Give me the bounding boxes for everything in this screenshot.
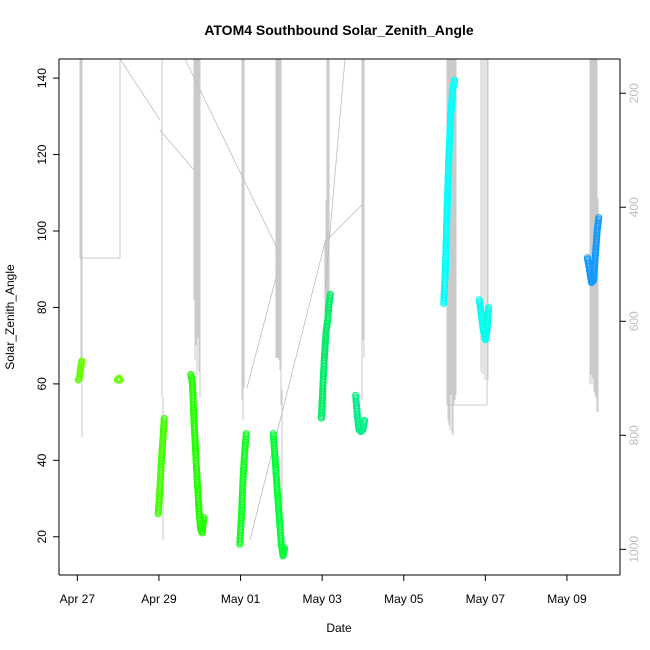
y2-tick-label: 800 [627,425,641,445]
data-point [326,290,334,298]
data-point [361,416,369,424]
x-tick-label: Apr 29 [141,592,177,606]
y-tick-label: 40 [35,453,49,467]
y-tick-label: 20 [35,530,49,544]
data-series [236,430,250,548]
x-tick-label: Apr 27 [60,592,96,606]
data-point [116,376,124,384]
data-series [74,357,86,384]
x-tick-label: May 07 [466,592,506,606]
y-tick-label: 100 [35,221,49,241]
ticks-layer: Apr 27 Apr 29 May 01 May 03 May 05 May 07 May … [35,68,641,606]
data-series [475,296,493,344]
y2-tick-label: 600 [627,311,641,331]
y-tick-label: 140 [35,68,49,88]
axes-layer [58,58,621,576]
data-point [485,303,493,311]
data-point [200,514,208,522]
x-tick-label: May 09 [547,592,587,606]
data-series [187,370,208,537]
data-point [281,544,289,552]
x-tick-label: May 01 [221,592,261,606]
y2-tick-label: 1000 [627,536,641,563]
trace-layer [79,58,599,541]
data-point [451,76,459,84]
x-tick-label: May 03 [302,592,342,606]
data-series [154,414,168,518]
data-series [440,76,459,308]
data-point [242,430,250,438]
x-axis-label: Date [326,621,352,635]
data-series [269,430,289,560]
data-series [317,290,334,422]
y2-tick-label: 400 [627,197,641,217]
points-layer [74,76,603,560]
trace-line [79,58,599,541]
chart-title: ATOM4 Southbound Solar_Zenith_Angle [204,22,474,38]
y-tick-label: 80 [35,300,49,314]
y-tick-label: 60 [35,377,49,391]
y2-tick-label: 200 [627,83,641,103]
data-series [583,214,603,287]
data-point [78,357,86,365]
data-series [113,374,124,384]
data-point [595,214,603,222]
data-series [352,391,369,436]
x-tick-label: May 05 [384,592,424,606]
data-point [160,414,168,422]
y-axis-label: Solar_Zenith_Angle [3,264,17,370]
y-tick-label: 120 [35,144,49,164]
